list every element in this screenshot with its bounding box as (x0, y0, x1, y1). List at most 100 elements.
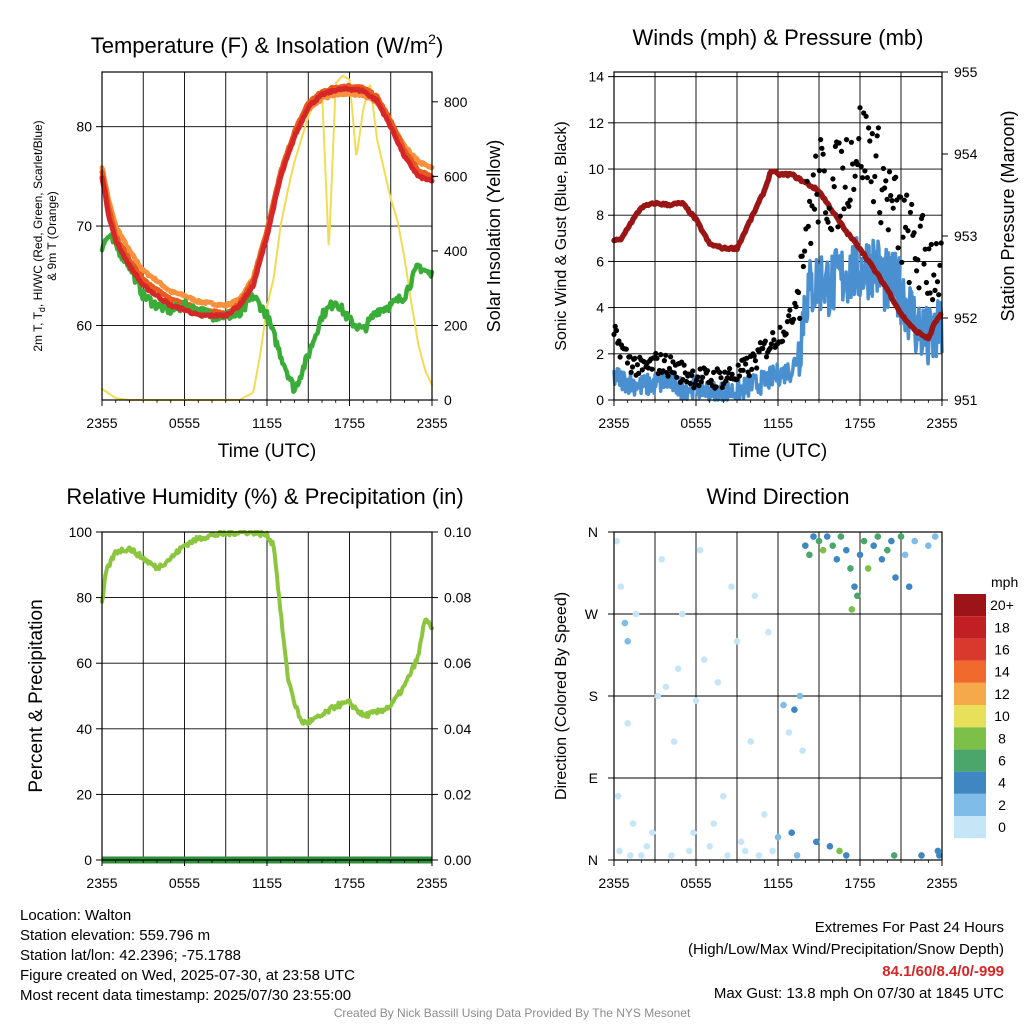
pressure-ytick-label: 951 (954, 392, 978, 408)
direction-point (826, 843, 834, 850)
direction-point (897, 533, 905, 540)
gust-point (936, 292, 942, 298)
legend-label: 10 (994, 708, 1010, 724)
rh-xtick-label: 1755 (334, 875, 365, 891)
gust-point (825, 219, 831, 225)
direction-point (614, 792, 622, 800)
gust-point (613, 327, 620, 334)
direction-point (617, 583, 625, 590)
direction-point (624, 638, 631, 645)
legend-label: 14 (994, 664, 1010, 680)
gust-point (863, 113, 869, 119)
gust-point (864, 175, 871, 181)
gust-point (923, 279, 930, 286)
winds-y2label: Station Pressure (Maroon) (998, 110, 1018, 321)
gust-point (628, 369, 634, 375)
gust-point (749, 366, 755, 372)
gust-point (907, 209, 914, 215)
gust-point (830, 176, 836, 182)
direction-point (810, 533, 817, 540)
gust-point (895, 245, 901, 251)
solar-ytick-label: 200 (444, 317, 468, 333)
pressure-ytick-label: 955 (954, 64, 978, 80)
direction-point (613, 537, 620, 545)
gust-point (915, 257, 921, 263)
gust-point (934, 279, 941, 285)
gust-point (768, 341, 775, 347)
gust-point (883, 178, 889, 184)
wind-ytick-label: 6 (596, 253, 604, 269)
direction-point (874, 533, 882, 540)
gust-point (890, 205, 896, 211)
gust-point (688, 372, 695, 378)
direction-point (674, 665, 682, 672)
direction-point (755, 852, 763, 859)
direction-point (890, 852, 898, 859)
temperature-xlabel: Time (UTC) (218, 441, 317, 462)
max-gust: Max Gust: 13.8 mph On 07/30 at 1845 UTC (713, 985, 1004, 1002)
gust-point (843, 137, 850, 143)
legend-swatch (954, 616, 986, 639)
rh-ytick-label: 80 (76, 590, 92, 606)
gust-point (932, 287, 938, 293)
direction-point (700, 656, 708, 663)
direction-point (833, 556, 841, 563)
direction-point (870, 542, 877, 549)
direction-point (843, 852, 850, 859)
figure-created: Figure created on Wed, 2025-07-30, at 23… (20, 967, 355, 984)
gust-point (746, 373, 752, 379)
direction-point (847, 565, 854, 572)
gust-point (868, 179, 874, 185)
temp-xtick-label: 0555 (169, 415, 200, 431)
gust-point (882, 185, 888, 191)
temp-2m-series (99, 85, 435, 319)
direction-point (806, 551, 813, 559)
wind-xtick-label: 0555 (680, 415, 711, 431)
direction-legend-title: mph (991, 574, 1018, 590)
winds-panel: Winds (mph) & Pressure (mb) 0 2 4 6 8 10 12 14 9… (553, 25, 1018, 462)
gust-point (795, 289, 802, 296)
pressure-ytick-label: 953 (954, 228, 978, 244)
gust-point (835, 224, 841, 230)
wind-xtick-label: 1155 (763, 415, 793, 431)
gust-point (717, 369, 723, 376)
dir-xtick-label: 1755 (844, 875, 875, 891)
direction-point (780, 701, 787, 709)
direction-point (802, 542, 809, 549)
legend-swatch (954, 771, 986, 794)
gust-point (687, 380, 693, 387)
direction-point (690, 829, 697, 836)
winds-ticks: 0 2 4 6 8 10 12 14 951 952 953 954 955 2355 0555 1155 17… (588, 64, 977, 431)
gust-point (799, 253, 805, 259)
direction-point (793, 852, 801, 859)
dir-ytick-label: W (585, 606, 599, 622)
temp-ytick-label: 80 (76, 119, 92, 135)
humidity-ylabel: Percent & Precipitation (26, 599, 47, 792)
gust-point (623, 346, 629, 352)
gust-point (639, 367, 645, 373)
temp-ytick-label: 60 (76, 317, 92, 333)
rh-xtick-label: 0555 (169, 875, 200, 891)
direction-point (765, 628, 772, 636)
gust-point (846, 203, 852, 209)
gust-point (632, 355, 638, 361)
direction-point (679, 610, 686, 618)
gust-point (820, 151, 826, 157)
legend-swatch (954, 816, 986, 839)
gust-point (713, 384, 719, 390)
gust-point (818, 137, 824, 143)
gust-point (729, 371, 735, 377)
direction-point (629, 820, 637, 827)
gust-point (770, 330, 776, 336)
dir-xtick-label: 1155 (763, 875, 793, 891)
temp-xtick-label: 1155 (252, 415, 282, 431)
gust-point (914, 268, 920, 274)
gust-point (911, 230, 917, 236)
gust-point (718, 375, 724, 381)
pressure-ytick-label: 954 (954, 146, 978, 162)
humidity-grid (102, 531, 432, 861)
direction-point (747, 738, 754, 745)
gust-point (802, 248, 808, 254)
direction-point (854, 592, 861, 600)
gust-point (905, 228, 911, 234)
